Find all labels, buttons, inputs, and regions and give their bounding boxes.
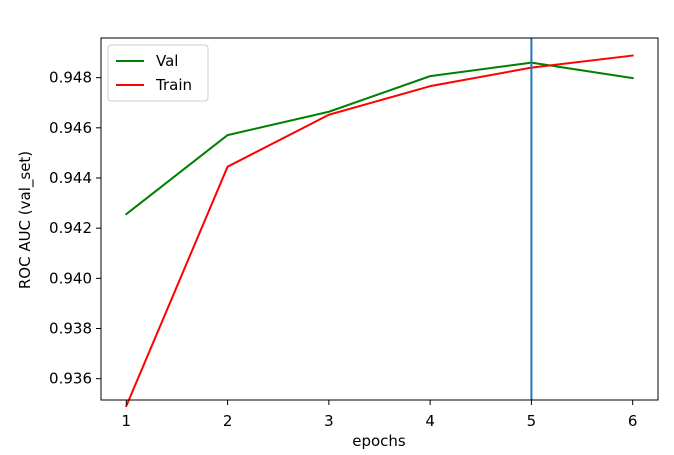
axes-frame [100, 37, 659, 401]
x-tick-label: 3 [324, 412, 334, 430]
legend-box [107, 44, 209, 102]
y-axis-label: ROC AUC (val_set) [16, 151, 35, 289]
legend-label-train: Train [155, 76, 192, 94]
plot-area [124, 38, 634, 408]
legend-label-val: Val [156, 52, 178, 70]
y-tick-label: 0.938 [49, 320, 92, 338]
y-tick-label: 0.948 [49, 69, 92, 87]
x-tick-label: 5 [527, 412, 537, 430]
legend: Val Train [107, 44, 209, 102]
series-line-train [125, 54, 634, 408]
y-tick-label: 0.940 [49, 269, 92, 287]
x-tick-label: 6 [628, 412, 638, 430]
y-tick-label: 0.944 [49, 169, 92, 187]
x-axis-label: epochs [352, 432, 406, 450]
axes: 1 2 3 4 5 6 0.936 0.938 0.940 0.942 0.944 0.946 0.94… [49, 37, 659, 430]
x-tick-label: 1 [122, 412, 132, 430]
y-tick-label: 0.936 [49, 370, 92, 388]
x-tick-label: 2 [223, 412, 233, 430]
y-tick-label: 0.942 [49, 219, 92, 237]
y-tick-label: 0.946 [49, 119, 92, 137]
x-tick-label: 4 [425, 412, 435, 430]
